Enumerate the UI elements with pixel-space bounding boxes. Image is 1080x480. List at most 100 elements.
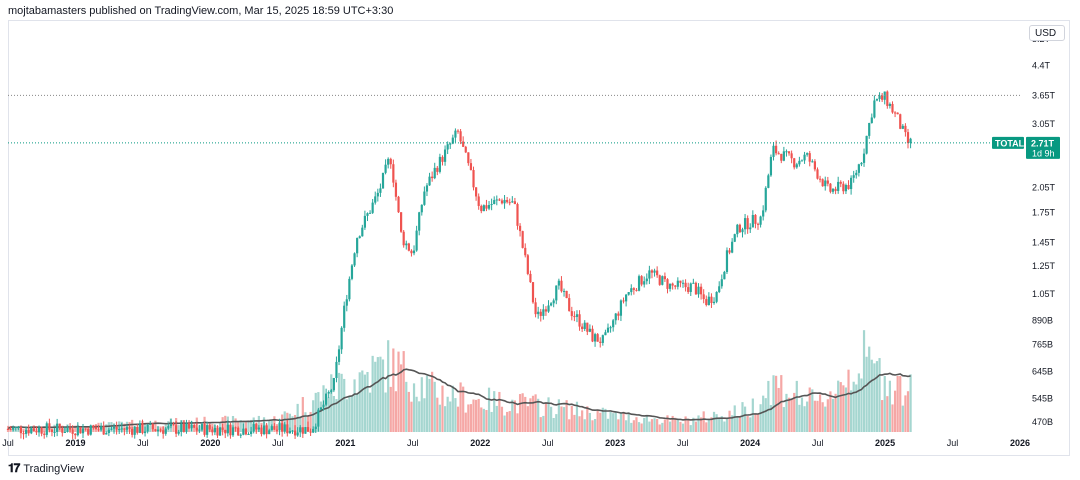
candle-body — [570, 311, 573, 317]
candle-body — [575, 314, 579, 317]
candle-body — [325, 393, 328, 405]
candle-body — [881, 95, 884, 100]
candle-body — [508, 202, 511, 204]
candle-body — [495, 199, 498, 201]
volume-bar — [485, 410, 488, 432]
volume-bar — [555, 414, 558, 432]
volume-bar — [630, 422, 633, 432]
volume-bar — [743, 406, 747, 432]
candle-body — [596, 334, 599, 342]
candle-body — [529, 273, 532, 283]
volume-bar — [762, 395, 765, 432]
candle-body — [441, 156, 444, 162]
candle-body — [420, 204, 423, 213]
candle-body — [480, 205, 483, 212]
candle-body — [449, 143, 452, 145]
volume-bar — [446, 396, 449, 432]
candle-body — [394, 182, 398, 197]
volume-bar — [593, 418, 597, 432]
candle-body — [785, 151, 788, 153]
volume-bar — [718, 418, 721, 432]
volume-bar — [612, 413, 615, 432]
volume-bar — [529, 398, 532, 432]
candle-body — [94, 427, 98, 430]
volume-bar — [793, 392, 796, 432]
candle-body — [705, 299, 708, 305]
tradingview-label: TradingView — [23, 462, 84, 475]
candle-body — [826, 180, 829, 184]
volume-bar — [596, 410, 599, 432]
volume-bar — [368, 392, 372, 432]
volume-bar — [291, 416, 294, 432]
candle-body — [291, 430, 294, 432]
volume-bar — [769, 405, 773, 432]
candle-body — [568, 298, 571, 312]
volume-bar — [640, 423, 643, 432]
volume-bar — [467, 404, 470, 432]
candle-body — [837, 181, 840, 191]
candle-body — [645, 278, 648, 282]
candle-body — [855, 172, 858, 176]
volume-bar — [738, 417, 742, 432]
volume-bar — [604, 408, 607, 432]
candle-body — [304, 427, 307, 434]
volume-bar — [909, 374, 912, 432]
candle-body — [400, 212, 403, 232]
candle-body — [97, 429, 100, 431]
candle-body — [224, 429, 227, 434]
currency-selector[interactable]: USD — [1029, 25, 1065, 41]
candle-body — [865, 135, 868, 154]
volume-bar — [697, 415, 700, 432]
candle-body — [436, 167, 439, 172]
candle-body — [68, 427, 72, 430]
volume-bar — [650, 419, 654, 432]
candle-body — [234, 427, 237, 429]
candle-body — [200, 424, 204, 430]
volume-bar — [839, 382, 842, 432]
volume-bar — [309, 411, 312, 432]
time-tick-label: Jul — [2, 438, 14, 448]
candle-body — [296, 432, 299, 436]
volume-bar — [345, 399, 348, 432]
candle-body — [431, 176, 434, 179]
volume-bar — [239, 420, 242, 432]
volume-bar — [410, 401, 413, 432]
candle-body — [756, 223, 760, 225]
volume-bar — [542, 415, 545, 432]
volume-bar — [694, 421, 698, 432]
volume-bar — [177, 425, 180, 432]
candle-body — [350, 265, 354, 279]
volume-bar — [462, 386, 465, 432]
time-tick-label: Jul — [812, 438, 824, 448]
volume-bar — [565, 400, 568, 432]
candle-body — [363, 215, 366, 228]
volume-bar — [389, 386, 392, 432]
volume-bar — [862, 330, 866, 432]
volume-bar — [728, 410, 731, 432]
volume-bar — [687, 418, 690, 432]
candle-body — [687, 287, 690, 292]
volume-bar — [782, 407, 785, 432]
volume-bar — [710, 417, 713, 432]
volume-bar — [350, 395, 354, 432]
candle-body — [128, 427, 131, 429]
volume-bar — [301, 397, 304, 432]
volume-bar — [754, 414, 757, 432]
candle-body — [648, 270, 651, 279]
candle-body — [733, 234, 736, 242]
volume-bar — [487, 387, 491, 432]
time-tick-label: 2024 — [740, 438, 760, 448]
volume-bar — [327, 397, 330, 432]
candle-body — [288, 430, 291, 434]
candle-body — [164, 428, 167, 434]
candle-body — [625, 294, 628, 302]
volume-bar — [614, 411, 617, 432]
volume-bar — [632, 420, 635, 432]
volume-bar — [904, 395, 907, 432]
candle-body — [850, 177, 853, 190]
chart-frame[interactable] — [8, 20, 1070, 456]
candle-body — [490, 204, 493, 206]
volume-bar — [785, 393, 788, 432]
candle-body — [731, 241, 734, 253]
